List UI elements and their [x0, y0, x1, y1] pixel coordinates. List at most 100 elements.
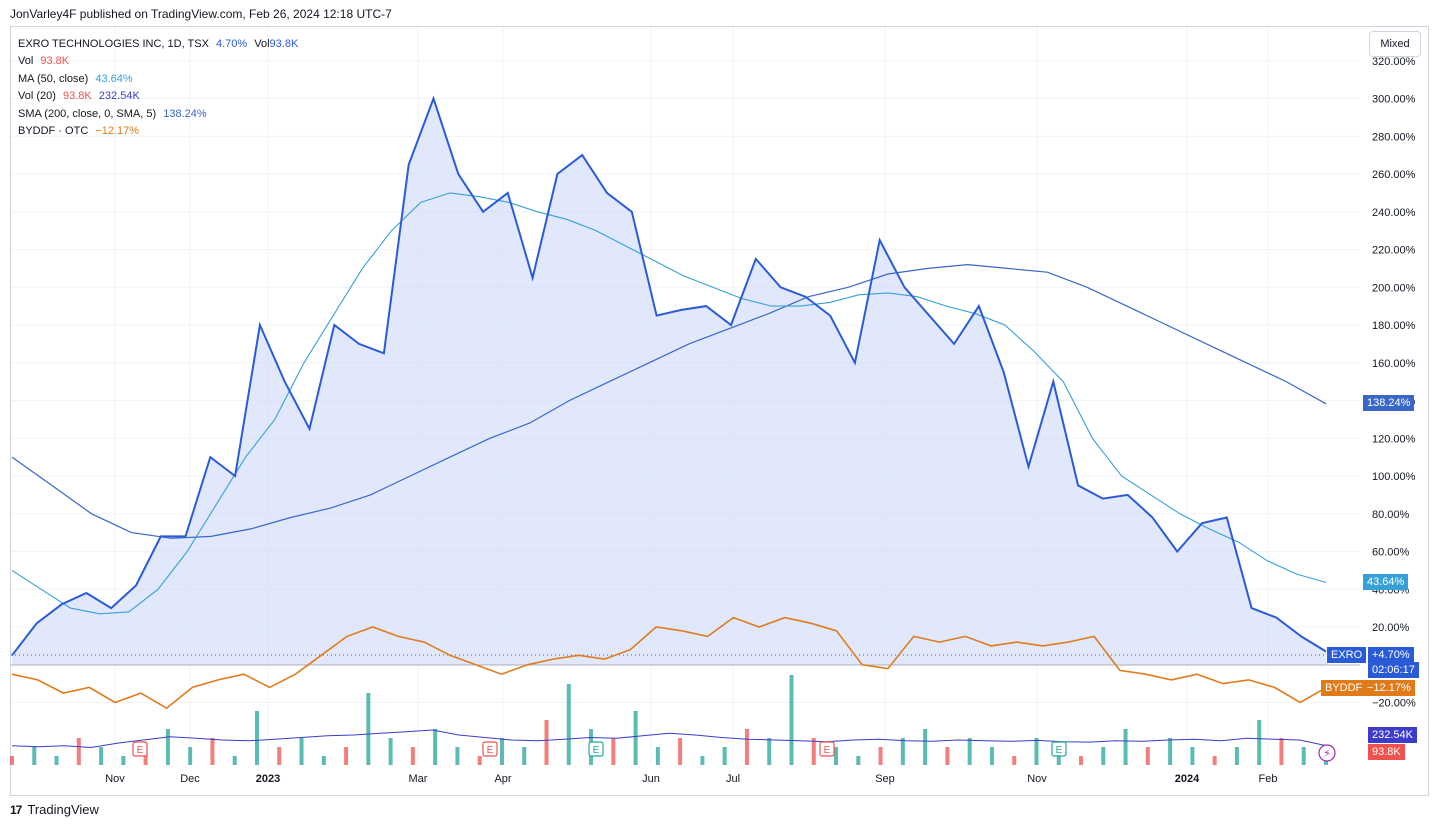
legend-vol-label: Vol [18, 55, 34, 68]
volume-bar [188, 747, 193, 765]
x-tick-label: Apr [494, 773, 511, 785]
volume-bar [945, 747, 950, 765]
volume-bar [834, 747, 839, 765]
byddf-symbol-label: BYDDF [1321, 680, 1367, 696]
volume-bar [76, 738, 81, 765]
volume-bar [1168, 738, 1173, 765]
volume-bar [989, 747, 994, 765]
y-tick-label: 280.00% [1372, 131, 1416, 143]
volume-bar [1190, 747, 1195, 765]
earnings-marker-icon [132, 741, 148, 757]
legend-symbol: EXRO TECHNOLOGIES INC, 1D, TSX [18, 38, 209, 50]
legend-compare-label: BYDDF · OTC [18, 125, 89, 138]
y-tick-label: 300.00% [1372, 94, 1416, 106]
event-lightning-icon [1318, 744, 1336, 762]
earnings-marker-letter: E [593, 745, 600, 756]
volume-bar [1301, 747, 1306, 765]
x-tick-label: Dec [180, 773, 200, 785]
legend-vol20-value2: 232.54K [98, 90, 140, 103]
x-tick-label: Jun [642, 773, 660, 785]
event-lightning-glyph: ⚡ [1323, 747, 1331, 760]
volume-bar [789, 675, 794, 765]
y-tick-label: 160.00% [1372, 358, 1416, 370]
y-tick-label: 100.00% [1372, 471, 1416, 483]
chart-frame [10, 26, 1429, 796]
y-tick-label: 60.00% [1372, 547, 1410, 559]
earnings-marker-letter: E [824, 745, 831, 756]
legend-vol-row[interactable]: Vol 93.8K [18, 53, 298, 70]
x-tick-label: Mar [409, 773, 428, 785]
legend-symbol-row[interactable]: EXRO TECHNOLOGIES INC, 1D, TSX 4.70% Vol… [18, 36, 298, 53]
volume-bar [1234, 747, 1239, 765]
volume-bar [633, 711, 638, 765]
volume-bar [1123, 729, 1128, 765]
volume-bar [1145, 747, 1150, 765]
legend-ma-row[interactable]: MA (50, close) 43.64% [18, 71, 298, 88]
scale-mode-button[interactable]: Mixed [1369, 31, 1421, 57]
volume-bar [811, 738, 816, 765]
legend-vol20-value1: 93.8K [62, 90, 92, 103]
volume-bar [299, 738, 304, 765]
footer: 17 TradingView [10, 802, 99, 817]
sma200-price-label: 138.24% [1363, 395, 1415, 411]
ma50-price-label: 43.64% [1363, 574, 1409, 590]
x-tick-label: 2024 [1175, 773, 1200, 785]
volume-bar [878, 747, 883, 765]
volume-bar [1257, 720, 1262, 765]
legend-sma-row[interactable]: SMA (200, close, 0, SMA, 5) 138.24% [18, 106, 298, 123]
exro-change-label: +4.70% [1368, 647, 1414, 663]
volume-bar [54, 756, 59, 765]
volume-bar [856, 756, 861, 765]
legend-vol20-label: Vol (20) [18, 90, 56, 103]
legend-ma-label: MA (50, close) [18, 72, 89, 85]
volume-bar [566, 684, 571, 765]
earnings-marker-letter: E [1056, 745, 1063, 756]
volume-bar [1012, 756, 1017, 765]
volume-bar [722, 747, 727, 765]
y-tick-label: 200.00% [1372, 282, 1416, 294]
volume-bar [165, 729, 170, 765]
volume-bar [410, 747, 415, 765]
legend-ma-value: 43.64% [95, 72, 133, 85]
vol-ma-line [11, 729, 1327, 749]
volume-bar [455, 747, 460, 765]
volume-bar [99, 747, 104, 765]
y-tick-label: 20.00% [1372, 622, 1410, 634]
volume-bar [678, 738, 683, 765]
earnings-marker-icon [482, 741, 498, 757]
volume-bar [321, 756, 326, 765]
y-tick-label: 320.00% [1372, 56, 1416, 68]
legend-symbol-change: 4.70% [215, 38, 248, 50]
byddf-line [11, 616, 1327, 710]
x-tick-label: Feb [1259, 773, 1278, 785]
footer-brand: TradingView [27, 802, 99, 817]
exro-area-fill [12, 98, 1326, 665]
volume-bar [1079, 756, 1084, 765]
legend-compare-row[interactable]: BYDDF · OTC −12.17% [18, 123, 298, 140]
publisher-line: JonVarley4F published on TradingView.com… [10, 7, 392, 21]
legend: EXRO TECHNOLOGIES INC, 1D, TSX 4.70% Vol… [18, 36, 298, 140]
earnings-marker-letter: E [137, 745, 144, 756]
volume-bar [522, 747, 527, 765]
x-tick-label: Nov [1027, 773, 1047, 785]
ma50-line [11, 192, 1327, 615]
volume-bar [611, 738, 616, 765]
legend-vol-value: 93.8K [40, 55, 70, 68]
legend-vol20-row[interactable]: Vol (20) 93.8K 232.54K [18, 88, 298, 105]
y-tick-label: 240.00% [1372, 207, 1416, 219]
volume-bar [1279, 738, 1284, 765]
y-tick-label: 220.00% [1372, 245, 1416, 257]
x-tick-label: 2023 [256, 773, 280, 785]
volume-bar [232, 756, 237, 765]
volume-bar [544, 720, 549, 765]
volume-bar [433, 729, 438, 765]
tradingview-logo-icon: 17 [10, 802, 22, 817]
volume-bar [967, 738, 972, 765]
volume-bar [210, 738, 215, 765]
earnings-marker-icon [1051, 741, 1067, 757]
volume-bar [1034, 738, 1039, 765]
vol-label: 93.8K [1368, 744, 1405, 760]
y-tick-label: 260.00% [1372, 169, 1416, 181]
volume-bar [700, 756, 705, 765]
